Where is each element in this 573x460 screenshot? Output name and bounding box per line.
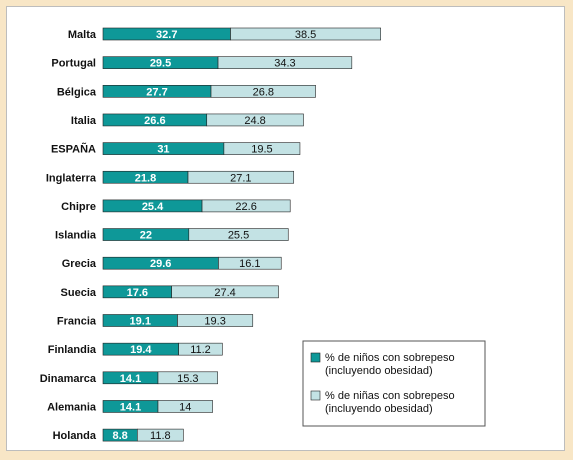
bar-girls-grecia	[218, 256, 282, 270]
value-label-girls-italia: 24.8	[244, 115, 265, 127]
legend: % de niños con sobrepeso(incluyendo obes…	[302, 340, 486, 427]
value-label-girls-belgica: 26.8	[253, 86, 274, 98]
bar-girls-italia	[206, 113, 304, 127]
value-label-boys-dinamarca: 14.1	[120, 373, 141, 385]
value-label-boys-suecia: 17.6	[127, 287, 148, 299]
bar-girls-portugal	[217, 56, 353, 69]
value-label-girls-finlandia: 11.2	[190, 344, 211, 356]
value-label-girls-malta: 38.5	[295, 29, 316, 41]
value-label-boys-italia: 26.6	[144, 115, 165, 127]
value-label-girls-holanda: 11.8	[150, 430, 171, 442]
value-label-boys-alemania: 14.1	[120, 401, 141, 413]
value-label-girls-espana: 19.5	[251, 144, 272, 156]
bar-girls-holanda	[137, 428, 184, 442]
bar-girls-alemania	[157, 400, 213, 413]
category-label-islandia: Islandia	[55, 230, 97, 242]
value-label-girls-chipre: 22.6	[235, 201, 256, 213]
value-label-girls-grecia: 16.1	[239, 258, 260, 270]
legend-swatch-girls	[310, 390, 321, 401]
legend-box	[302, 340, 486, 427]
value-label-boys-chipre: 25.4	[142, 201, 164, 213]
value-label-boys-islandia: 22	[140, 230, 152, 242]
category-label-inglaterra: Inglaterra	[46, 172, 97, 184]
legend-label-boys-line-2: (incluyendo obesidad)	[325, 365, 433, 377]
category-label-grecia: Grecia	[62, 258, 97, 270]
value-label-girls-portugal: 34.3	[274, 58, 295, 70]
bar-girls-dinamarca	[157, 371, 218, 385]
bar-chart: Malta 32.7 38.5 Portugal 29.5 34.3 Bélgica 27.7…	[40, 27, 486, 442]
category-label-chipre: Chipre	[61, 201, 96, 213]
value-label-girls-francia: 19.3	[204, 316, 225, 328]
value-label-boys-grecia: 29.6	[150, 258, 171, 270]
legend-swatch-boys	[310, 352, 321, 363]
bar-girls-islandia	[188, 228, 289, 241]
value-label-boys-portugal: 29.5	[150, 58, 171, 70]
value-label-girls-alemania: 14	[179, 401, 191, 413]
category-label-finlandia: Finlandia	[48, 344, 97, 356]
category-label-francia: Francia	[57, 316, 97, 328]
value-label-girls-dinamarca: 15.3	[177, 373, 198, 385]
value-label-girls-inglaterra: 27.1	[230, 172, 251, 184]
bar-girls-inglaterra	[187, 170, 295, 184]
legend-label-girls-line-2: (incluyendo obesidad)	[325, 403, 433, 415]
value-label-girls-suecia: 27.4	[214, 287, 235, 299]
value-label-boys-francia: 19.1	[130, 316, 151, 328]
bar-girls-francia	[177, 314, 254, 327]
category-label-suecia: Suecia	[61, 287, 97, 299]
bar-girls-belgica	[210, 85, 316, 98]
value-label-boys-malta: 32.7	[156, 29, 177, 41]
legend-label-boys-line-1: % de niños con sobrepeso	[325, 352, 455, 364]
bar-girls-finlandia	[178, 342, 223, 356]
value-label-boys-belgica: 27.7	[146, 86, 167, 98]
value-label-boys-holanda: 8.8	[113, 430, 128, 442]
category-label-holanda: Holanda	[53, 430, 97, 442]
bar-girls-malta	[230, 27, 381, 41]
value-label-boys-finlandia: 19.4	[130, 344, 152, 356]
value-label-boys-inglaterra: 21.8	[135, 172, 156, 184]
category-label-dinamarca: Dinamarca	[40, 373, 97, 385]
value-label-girls-islandia: 25.5	[228, 230, 249, 242]
value-label-boys-espana: 31	[157, 144, 169, 156]
category-label-belgica: Bélgica	[57, 86, 97, 98]
bar-girls-suecia	[171, 285, 279, 299]
category-label-alemania: Alemania	[47, 401, 97, 413]
category-label-espana: ESPAÑA	[51, 143, 96, 156]
category-label-italia: Italia	[71, 115, 97, 127]
legend-label-girls-line-1: % de niñas con sobrepeso	[325, 390, 455, 402]
plot-area: Malta 32.7 38.5 Portugal 29.5 34.3 Bélgica 27.7…	[6, 6, 565, 451]
bar-girls-chipre	[201, 199, 291, 213]
category-label-portugal: Portugal	[51, 58, 96, 70]
category-label-malta: Malta	[68, 29, 97, 41]
bar-girls-espana	[223, 142, 301, 155]
